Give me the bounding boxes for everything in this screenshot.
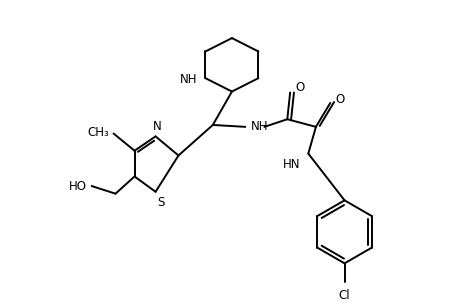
Text: NH: NH [180, 73, 198, 86]
Text: Cl: Cl [339, 289, 350, 302]
Text: O: O [295, 81, 304, 94]
Text: O: O [335, 93, 344, 106]
Text: NH: NH [251, 120, 268, 133]
Text: N: N [153, 120, 162, 132]
Text: CH₃: CH₃ [87, 126, 109, 139]
Text: S: S [158, 196, 165, 209]
Text: HN: HN [283, 158, 301, 171]
Text: HO: HO [69, 180, 87, 192]
